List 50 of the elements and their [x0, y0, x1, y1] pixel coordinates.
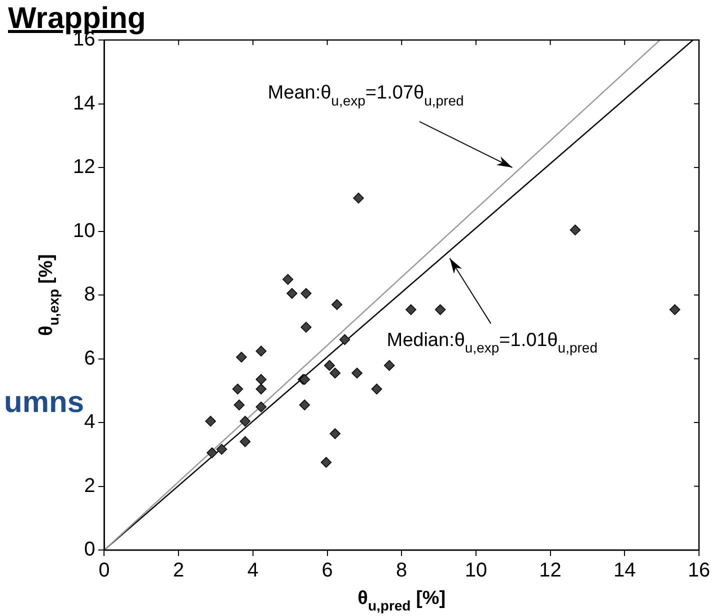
- point: [300, 322, 312, 333]
- x-tick-label: 8: [396, 560, 408, 582]
- point: [339, 334, 350, 346]
- point: [669, 304, 680, 316]
- point: [256, 374, 267, 385]
- y-tick-label: 4: [84, 411, 96, 434]
- y-tick-label: 10: [72, 220, 96, 242]
- point: [234, 400, 245, 410]
- point: [240, 436, 251, 448]
- point: [282, 274, 294, 285]
- x-tick-label: 4: [247, 560, 258, 582]
- x-tick-label: 0: [98, 560, 110, 582]
- y-axis-title: θu,exp [%]: [36, 254, 62, 336]
- point: [324, 360, 335, 371]
- point: [300, 288, 312, 299]
- x-tick-label: 14: [614, 560, 636, 582]
- point: [570, 224, 581, 236]
- point: [256, 384, 267, 394]
- point: [205, 416, 216, 427]
- y-tick-label: 8: [84, 284, 96, 306]
- x-tick-label: 6: [322, 560, 333, 582]
- point: [256, 346, 267, 356]
- y-tick-label: 6: [84, 347, 96, 370]
- point: [236, 352, 247, 363]
- x-tick-label: 10: [464, 560, 488, 582]
- point: [216, 444, 228, 455]
- text: umns: [4, 386, 84, 420]
- y-tick-label: 12: [72, 156, 96, 178]
- x-tick-label: 16: [688, 560, 710, 582]
- point: [332, 299, 342, 310]
- point: [434, 304, 446, 316]
- y-tick-label: 14: [72, 92, 96, 114]
- point: [330, 368, 340, 378]
- point: [353, 192, 364, 204]
- point: [286, 288, 298, 299]
- point: [232, 384, 244, 394]
- point: [240, 416, 251, 427]
- point: [256, 401, 267, 412]
- x-tick-label: 2: [173, 560, 184, 582]
- y-tick-label: 2: [84, 474, 96, 497]
- point: [384, 360, 395, 371]
- point: [206, 447, 218, 458]
- x-tick-label: 12: [539, 560, 562, 582]
- y-tick-label: 0: [84, 538, 96, 561]
- point: [352, 368, 362, 378]
- point: [406, 304, 416, 316]
- point: [320, 456, 332, 468]
- point: [371, 384, 382, 394]
- point: [299, 400, 310, 410]
- point: [330, 428, 340, 440]
